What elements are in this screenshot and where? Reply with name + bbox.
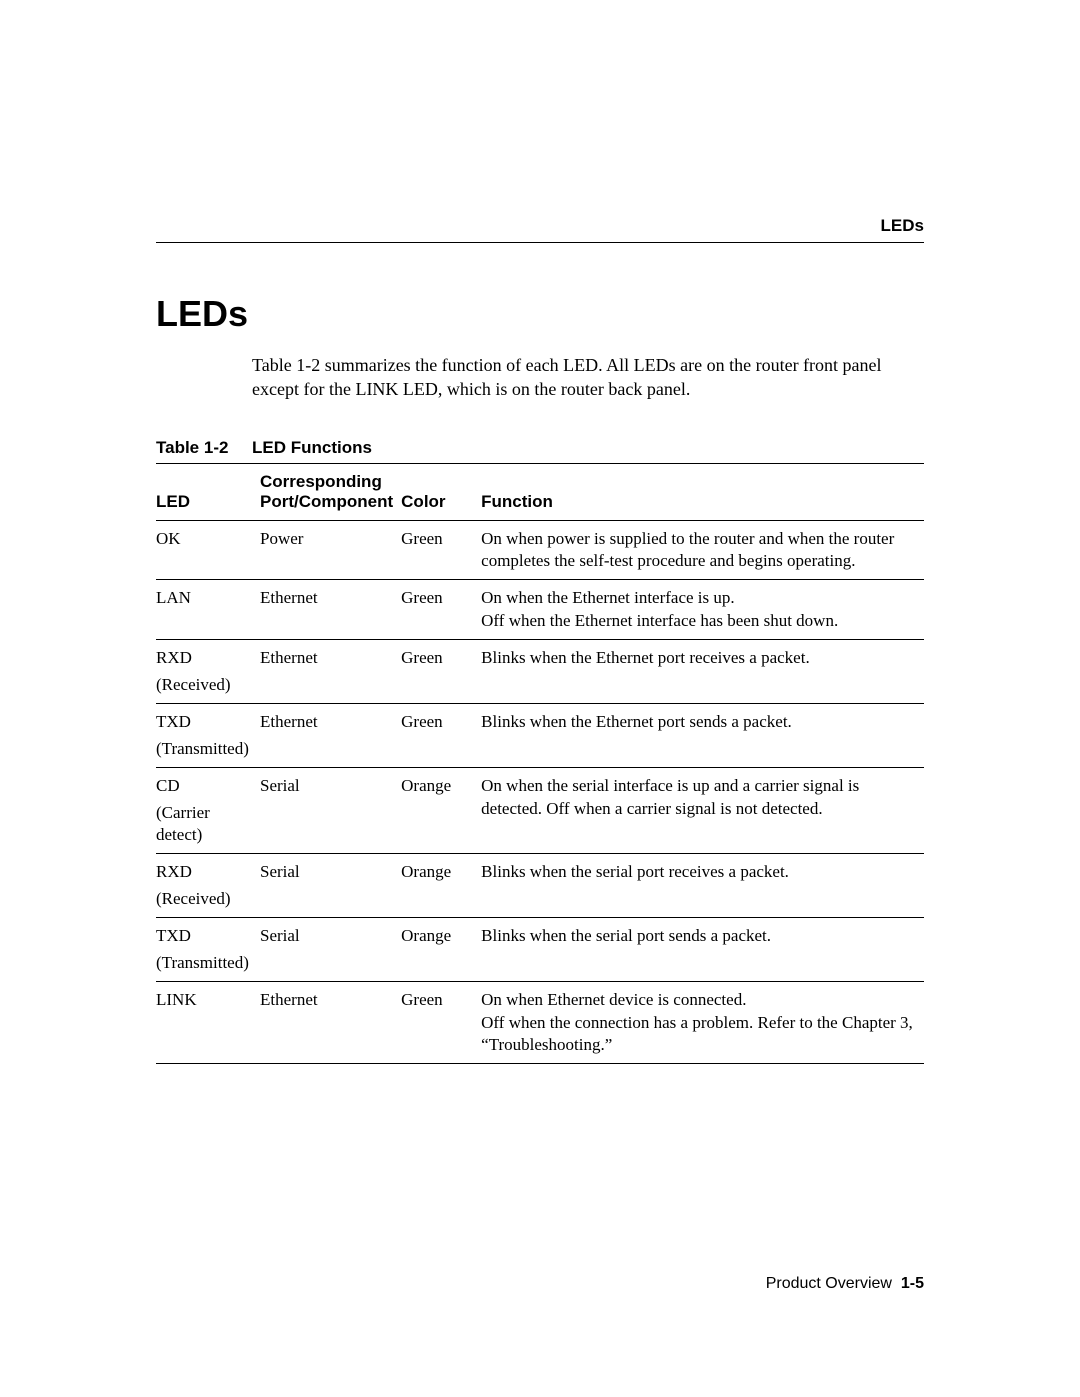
cell-port: Power [260,520,401,580]
cell-function: Blinks when the serial port sends a pack… [481,918,924,982]
cell-led-sub: (Received) [156,674,252,696]
table-row: TXD(Transmitted)EthernetGreenBlinks when… [156,704,924,768]
table-row: RXD(Received)SerialOrangeBlinks when the… [156,854,924,918]
cell-function: On when power is supplied to the router … [481,520,924,580]
cell-led: RXD(Received) [156,854,260,918]
table-caption-title: LED Functions [252,438,372,457]
cell-led: OK [156,520,260,580]
table-caption-number: Table 1-2 [156,438,252,458]
cell-port: Ethernet [260,580,401,640]
cell-port: Ethernet [260,640,401,704]
cell-port: Serial [260,768,401,854]
cell-color: Green [401,640,481,704]
cell-function: On when the serial interface is up and a… [481,768,924,854]
table-row: OKPowerGreenOn when power is supplied to… [156,520,924,580]
cell-port: Ethernet [260,704,401,768]
cell-function: Blinks when the Ethernet port receives a… [481,640,924,704]
col-color: Color [401,464,481,521]
footer-page-number: 1-5 [901,1275,924,1292]
cell-color: Green [401,982,481,1064]
cell-function: On when Ethernet device is connected.Off… [481,982,924,1064]
cell-led-sub: (Carrier detect) [156,802,252,847]
cell-color: Green [401,520,481,580]
cell-function: On when the Ethernet interface is up.Off… [481,580,924,640]
col-port: Corresponding Port/Component [260,464,401,521]
col-port-line1: Corresponding [260,472,382,491]
cell-led: TXD(Transmitted) [156,918,260,982]
section-title: LEDs [156,293,924,335]
table-row: LINKEthernetGreenOn when Ethernet device… [156,982,924,1064]
cell-led-sub: (Received) [156,888,252,910]
cell-function: Blinks when the Ethernet port sends a pa… [481,704,924,768]
cell-color: Orange [401,854,481,918]
col-port-line2: Port/Component [260,492,393,511]
cell-function: Blinks when the serial port receives a p… [481,854,924,918]
cell-color: Green [401,580,481,640]
cell-led-sub: (Transmitted) [156,952,252,974]
table-row: TXD(Transmitted)SerialOrangeBlinks when … [156,918,924,982]
running-head: LEDs [156,216,924,243]
cell-led: LINK [156,982,260,1064]
cell-led-sub: (Transmitted) [156,738,252,760]
table-row: RXD(Received)EthernetGreenBlinks when th… [156,640,924,704]
cell-port: Ethernet [260,982,401,1064]
cell-led: CD(Carrier detect) [156,768,260,854]
table-row: LANEthernetGreenOn when the Ethernet int… [156,580,924,640]
cell-color: Orange [401,918,481,982]
page: LEDs LEDs Table 1-2 summarizes the funct… [0,0,1080,1397]
led-functions-table: LED Corresponding Port/Component Color F… [156,464,924,1065]
cell-color: Green [401,704,481,768]
table-header-row: LED Corresponding Port/Component Color F… [156,464,924,521]
cell-port: Serial [260,854,401,918]
intro-paragraph: Table 1-2 summarizes the function of eac… [252,353,924,402]
col-function: Function [481,464,924,521]
cell-port: Serial [260,918,401,982]
footer-text: Product Overview [766,1275,892,1292]
table-caption: Table 1-2LED Functions [156,438,924,464]
table-row: CD(Carrier detect)SerialOrangeOn when th… [156,768,924,854]
cell-color: Orange [401,768,481,854]
cell-led: LAN [156,580,260,640]
col-led: LED [156,464,260,521]
page-footer: Product Overview 1-5 [766,1275,924,1293]
cell-led: TXD(Transmitted) [156,704,260,768]
cell-led: RXD(Received) [156,640,260,704]
